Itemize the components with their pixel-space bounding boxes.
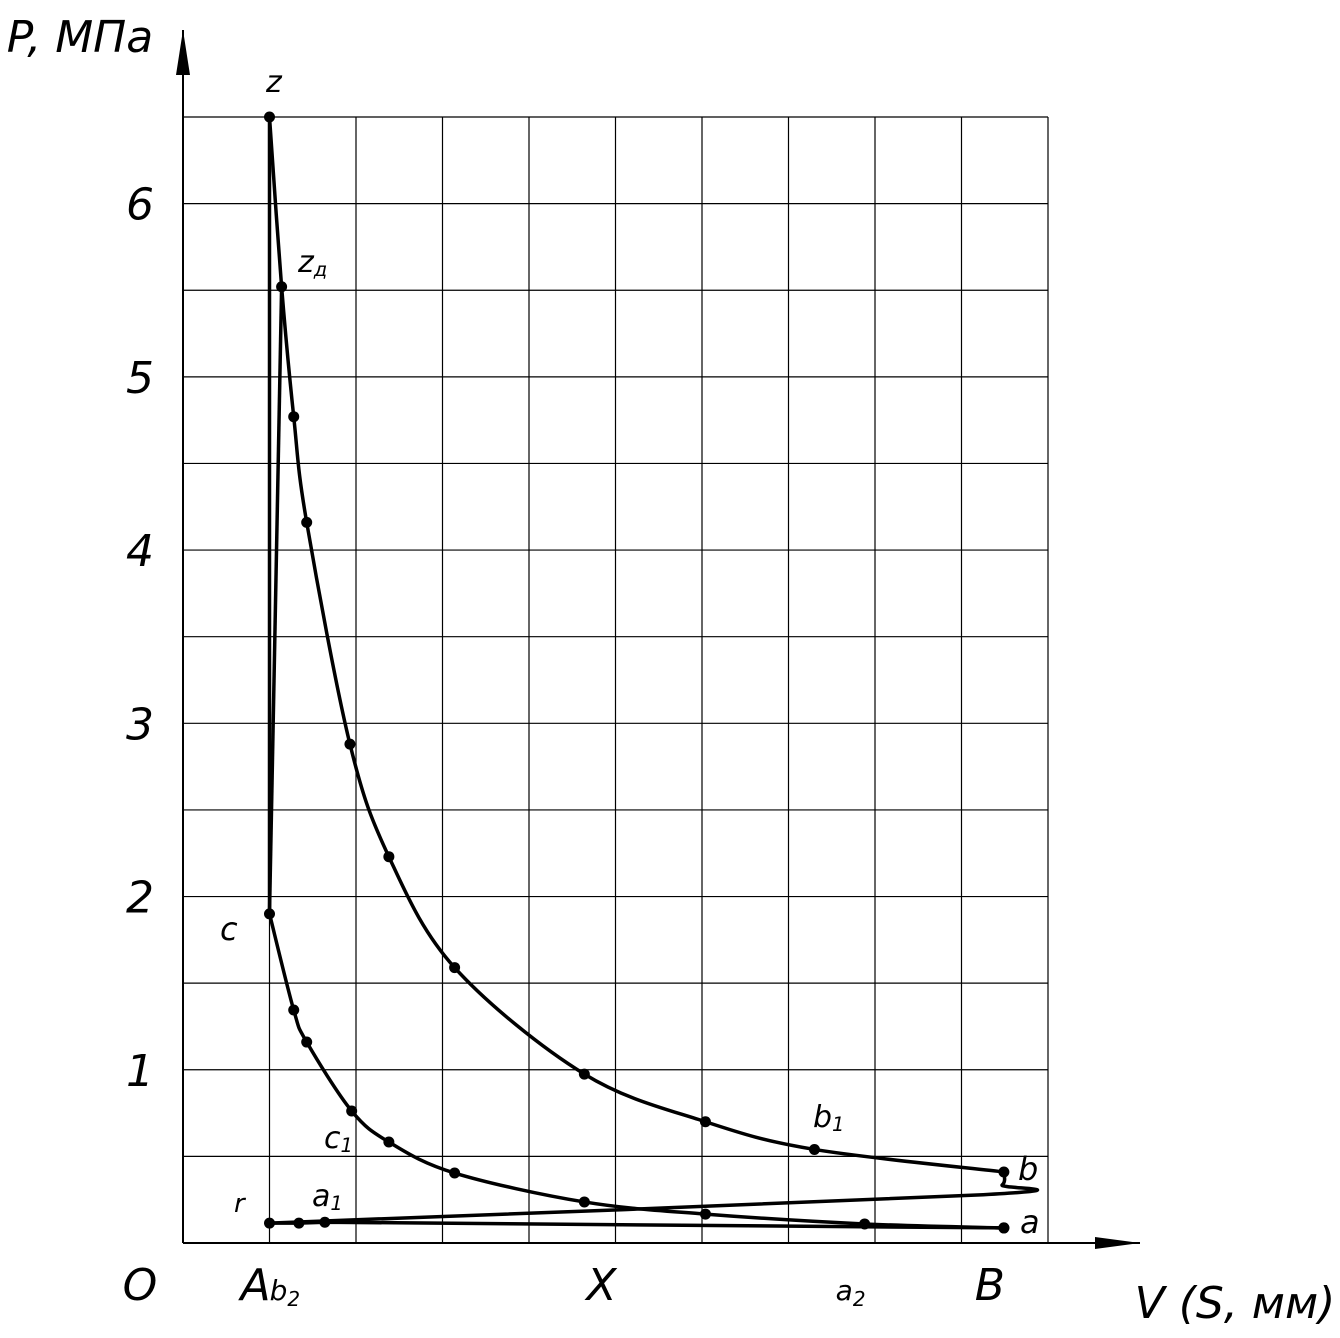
series-line	[267, 116, 1005, 1174]
point-label: b1	[813, 1100, 844, 1136]
series-line	[267, 286, 284, 914]
data-point	[383, 851, 395, 863]
point-label-sub: 1	[341, 1134, 353, 1157]
data-point	[449, 962, 461, 974]
data-point	[699, 1116, 711, 1128]
x-tick-label-sub: 2	[853, 1287, 866, 1311]
point-label: c	[220, 910, 238, 948]
point-label-sub: 1	[832, 1113, 844, 1136]
data-point	[288, 1004, 300, 1016]
x-tick-label: B	[975, 1260, 1005, 1311]
point-label-sub: д	[313, 258, 327, 281]
point-label-text: z	[265, 65, 283, 100]
data-point	[319, 1216, 331, 1228]
point-label-text: b	[813, 1100, 832, 1135]
y-arrow	[176, 30, 190, 75]
point-label: b	[1018, 1150, 1038, 1188]
data-point	[578, 1196, 590, 1208]
point-label-text: a	[312, 1179, 330, 1214]
data-point	[808, 1143, 820, 1155]
x-tick-label-base: a	[836, 1274, 853, 1307]
point-label-text: a	[1020, 1203, 1040, 1241]
point-label-text: c	[220, 910, 238, 948]
point-label: zд	[297, 245, 327, 281]
x-tick-label: X	[584, 1260, 617, 1311]
x-tick-label: b2	[270, 1274, 301, 1311]
data-point	[998, 1222, 1010, 1234]
series-line	[269, 1171, 1040, 1225]
y-axis-label: P, МПа	[7, 12, 153, 63]
point-label: z	[265, 65, 283, 100]
data-point	[264, 1217, 275, 1229]
data-point	[288, 411, 300, 423]
data-point	[449, 1167, 461, 1179]
data-point	[699, 1208, 711, 1220]
point-label-text: z	[297, 245, 315, 280]
series-line	[269, 1220, 1004, 1230]
point-label: a	[1020, 1203, 1040, 1241]
x-tick-label-base: b	[270, 1274, 288, 1307]
point-label-text: r	[234, 1189, 247, 1219]
y-tick-label: 4	[126, 526, 154, 577]
y-tick-label: 6	[126, 180, 154, 231]
x-axis-label: V (S, мм)	[1135, 1278, 1336, 1329]
y-tick-label: 1	[126, 1046, 154, 1097]
data-point	[346, 1105, 358, 1117]
data-point	[578, 1068, 590, 1080]
point-label: a1	[312, 1179, 343, 1215]
series-line	[267, 913, 1004, 1230]
origin-label: O	[123, 1260, 158, 1311]
data-point	[344, 738, 356, 750]
x-tick-label: a2	[836, 1274, 866, 1311]
point-label-text: b	[1018, 1150, 1038, 1188]
point-label: r	[234, 1189, 247, 1219]
data-point	[383, 1136, 395, 1148]
data-point	[301, 516, 313, 528]
y-tick-label: 5	[126, 353, 154, 404]
point-label-text: c	[324, 1121, 341, 1156]
x-tick-label-sub: 2	[287, 1287, 300, 1311]
point-label: c1	[324, 1121, 353, 1157]
y-tick-label: 2	[126, 873, 154, 924]
point-label-sub: 1	[330, 1192, 342, 1215]
y-tick-label: 3	[126, 699, 154, 750]
x-arrow	[1095, 1237, 1140, 1249]
data-point	[293, 1217, 305, 1229]
data-point	[301, 1036, 313, 1048]
x-tick-label: A	[237, 1260, 270, 1311]
